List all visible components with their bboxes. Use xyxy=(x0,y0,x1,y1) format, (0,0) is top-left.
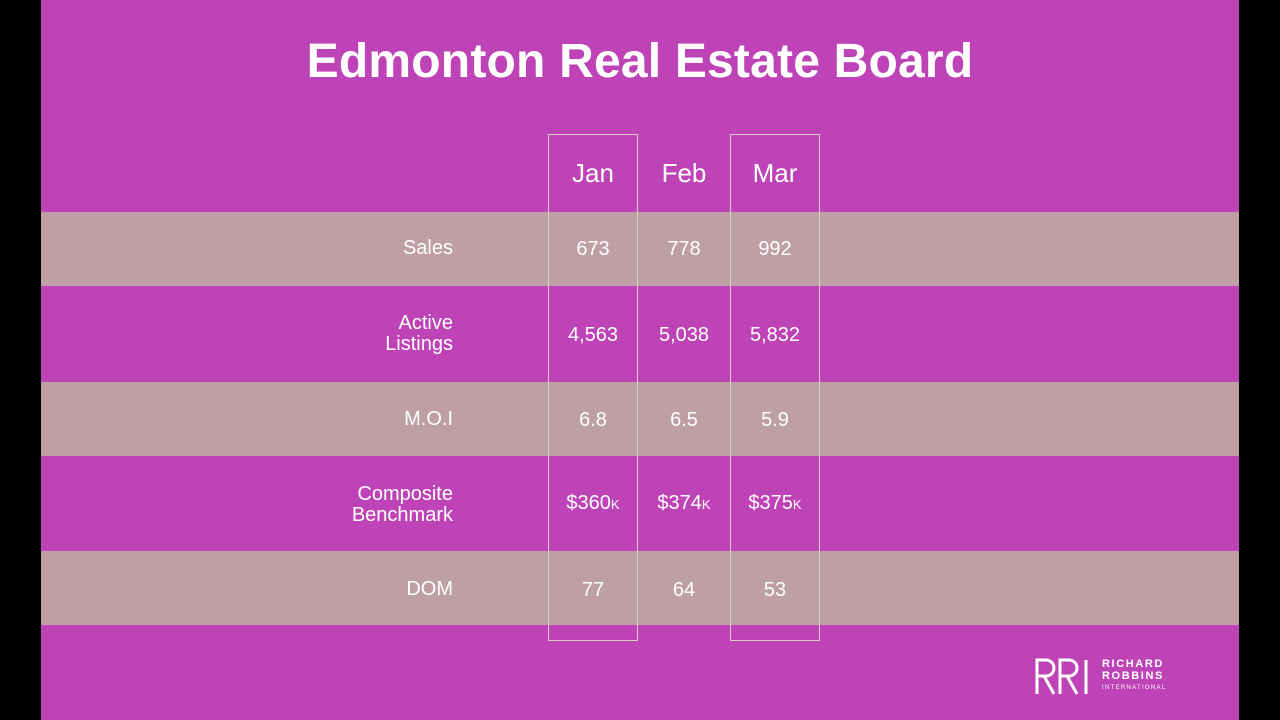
column-header-feb: Feb xyxy=(661,158,707,188)
cell-active-listings-feb: 5,038 xyxy=(658,324,710,346)
cell-moi-feb: 6.5 xyxy=(670,409,698,431)
column-outline-mar xyxy=(730,134,820,641)
column-outline-jan xyxy=(548,134,638,641)
column-header-jan: Jan xyxy=(572,158,614,188)
rri-logo: RICHARD ROBBINS INTERNATIONAL xyxy=(1032,656,1166,696)
logo-line-3: INTERNATIONAL xyxy=(1102,685,1167,691)
row-band-dom xyxy=(41,551,1239,625)
row-band-moi xyxy=(41,382,1239,456)
row-label-sales: Sales xyxy=(402,237,453,259)
logo-line-1: RICHARD xyxy=(1102,658,1164,670)
cell-benchmark-mar: $375K xyxy=(748,492,802,514)
cell-active-listings-mar: 5,832 xyxy=(749,324,801,346)
column-header-mar: Mar xyxy=(752,158,798,188)
cell-dom-feb: 64 xyxy=(672,579,696,601)
cell-benchmark-feb: $374K xyxy=(657,492,711,514)
row-label-moi: M.O.I xyxy=(404,408,453,430)
logo-line-2: ROBBINS xyxy=(1102,670,1164,682)
cell-sales-mar: 992 xyxy=(758,238,792,260)
row-label-composite-benchmark: Composite Benchmark xyxy=(351,483,453,526)
cell-sales-feb: 778 xyxy=(667,238,701,260)
cell-sales-jan: 673 xyxy=(576,238,610,260)
slide-title: Edmonton Real Estate Board xyxy=(306,35,974,88)
row-label-active-listings: Active Listings xyxy=(385,312,453,355)
cell-active-listings-jan: 4,563 xyxy=(567,324,619,346)
unit-suffix: K xyxy=(610,497,620,512)
cell-moi-jan: 6.8 xyxy=(579,409,607,431)
unit-suffix: K xyxy=(701,497,711,512)
cell-moi-mar: 5.9 xyxy=(761,409,789,431)
rri-logo-mark-icon xyxy=(1035,658,1088,695)
cell-dom-mar: 53 xyxy=(763,579,787,601)
row-label-dom: DOM xyxy=(406,578,453,600)
unit-suffix: K xyxy=(792,497,802,512)
slide: Edmonton Real Estate Board Jan Feb Mar S… xyxy=(41,0,1239,720)
cell-benchmark-jan: $360K xyxy=(566,492,620,514)
cell-dom-jan: 77 xyxy=(581,579,605,601)
rri-logo-text: RICHARD ROBBINS INTERNATIONAL xyxy=(1102,658,1166,694)
row-band-sales xyxy=(41,212,1239,286)
